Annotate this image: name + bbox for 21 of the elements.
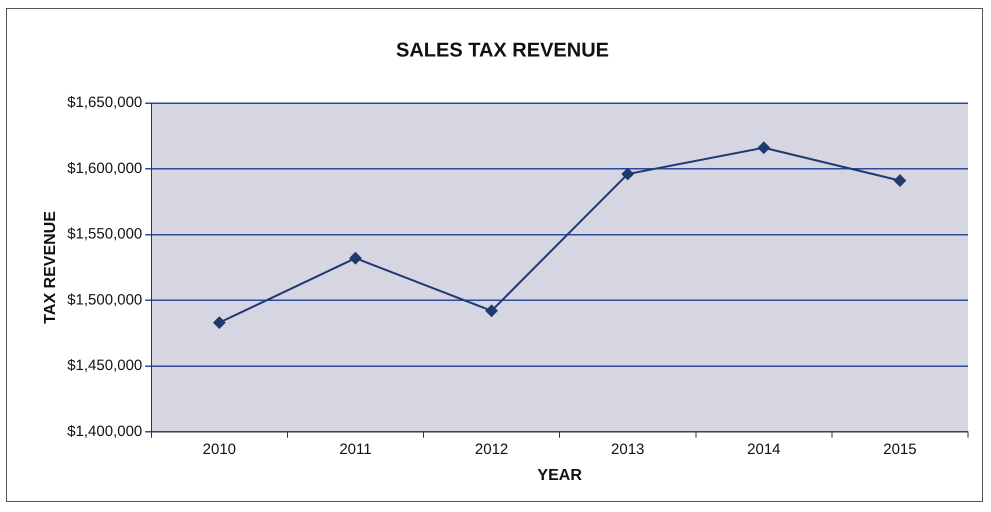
x-tick-label: 2012 [474, 440, 508, 458]
point [622, 168, 634, 180]
y-tick-label: $1,400,000 [67, 422, 142, 440]
point [894, 174, 906, 187]
point [486, 304, 498, 317]
x-tick-label: 2011 [339, 440, 372, 458]
y-tick-label: $1,550,000 [67, 226, 142, 243]
point [349, 252, 362, 264]
point [213, 316, 226, 329]
chart-title: SALES TAX REVENUE [396, 40, 609, 62]
y-tick-label: $1,500,000 [67, 291, 142, 308]
x-axis-title: YEAR [537, 466, 582, 484]
y-tick-label: $1,650,000 [67, 94, 142, 112]
point [758, 142, 770, 154]
x-tick-label: 2013 [611, 440, 644, 458]
y-tick-label: $1,450,000 [67, 357, 142, 374]
y-tick-label: $1,600,000 [67, 160, 142, 177]
x-tick-label: 2015 [883, 440, 917, 458]
x-tick-label: 2014 [747, 440, 781, 458]
y-axis-title: TAX REVENUE [42, 210, 60, 324]
x-tick-label: 2010 [202, 440, 236, 458]
